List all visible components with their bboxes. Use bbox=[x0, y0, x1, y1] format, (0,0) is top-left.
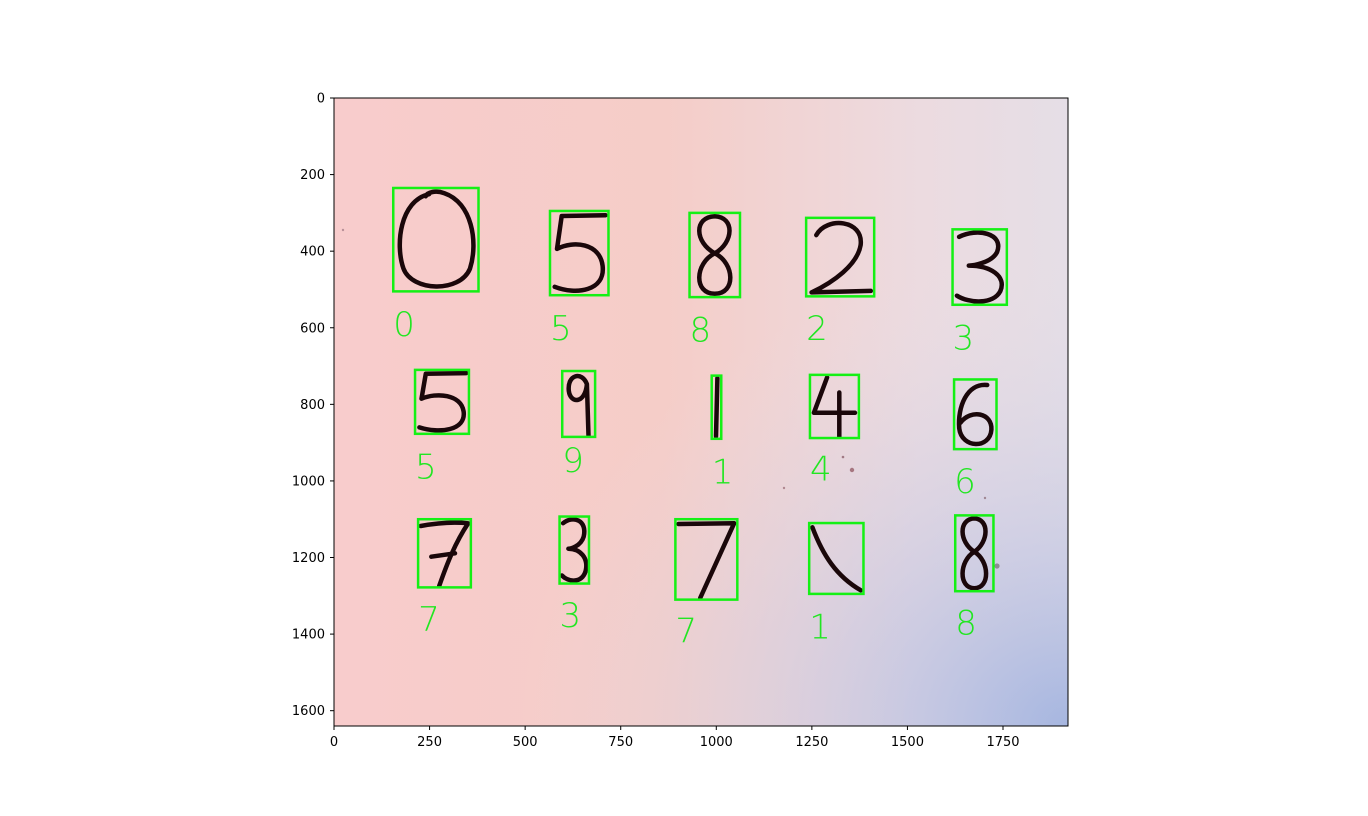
detection-box bbox=[688, 211, 742, 299]
y-tick-label: 200 bbox=[300, 168, 325, 183]
handwritten-digit bbox=[810, 525, 864, 593]
y-tick-label: 1000 bbox=[292, 474, 325, 489]
handwritten-digit bbox=[811, 375, 858, 440]
x-tick-label: 1000 bbox=[700, 735, 733, 750]
handwritten-digit bbox=[559, 517, 589, 583]
detection-box bbox=[808, 373, 861, 440]
x-tick-label: 1500 bbox=[891, 735, 924, 750]
handwritten-digit bbox=[552, 212, 608, 293]
predicted-label: 7 bbox=[675, 611, 697, 651]
axes-frame bbox=[333, 97, 1069, 727]
detection-box bbox=[416, 517, 473, 589]
detection-box bbox=[392, 186, 480, 293]
handwritten-digit bbox=[418, 520, 471, 589]
predicted-label: 2 bbox=[806, 309, 828, 349]
x-tick-label: 500 bbox=[513, 735, 538, 750]
y-tick-label: 800 bbox=[300, 398, 325, 413]
detection-overlay: 0 5 8 2 3 5 9 1 4 6 7 3 7 1 8 bbox=[392, 186, 1009, 651]
handwritten-digit bbox=[697, 213, 733, 297]
y-tick-label: 1600 bbox=[292, 704, 325, 719]
predicted-label: 8 bbox=[955, 604, 977, 644]
handwritten-digit bbox=[960, 516, 989, 591]
predicted-label: 5 bbox=[415, 447, 437, 487]
handwritten-digits bbox=[397, 189, 1004, 601]
detection-box bbox=[413, 368, 471, 436]
predicted-label: 4 bbox=[810, 450, 832, 490]
predicted-label: 3 bbox=[560, 596, 582, 636]
handwritten-digit bbox=[954, 230, 1004, 304]
detection-box bbox=[548, 209, 610, 297]
handwritten-digit bbox=[956, 382, 994, 447]
detection-box bbox=[953, 514, 995, 593]
handwritten-digit bbox=[417, 370, 469, 433]
predicted-label: 7 bbox=[418, 600, 440, 640]
predicted-label: 1 bbox=[712, 452, 734, 492]
y-tick-label: 1400 bbox=[292, 628, 325, 643]
predicted-label: 1 bbox=[809, 607, 831, 647]
detection-box bbox=[560, 369, 597, 439]
detection-box bbox=[710, 374, 723, 441]
predicted-label: 0 bbox=[393, 305, 415, 345]
y-tick-label: 0 bbox=[317, 92, 325, 107]
predicted-label: 5 bbox=[550, 309, 572, 349]
detection-box bbox=[804, 216, 876, 298]
detection-box bbox=[951, 228, 1009, 307]
x-tick-label: 1250 bbox=[795, 735, 828, 750]
handwritten-digit bbox=[809, 220, 874, 295]
detection-box bbox=[807, 521, 865, 596]
handwritten-digit bbox=[676, 520, 737, 601]
predicted-label: 8 bbox=[690, 311, 712, 351]
handwritten-digit bbox=[397, 189, 476, 289]
handwritten-digit bbox=[566, 373, 591, 438]
y-tick-label: 400 bbox=[300, 245, 325, 260]
detection-box bbox=[952, 378, 998, 451]
predicted-label: 9 bbox=[562, 441, 584, 481]
y-tick-label: 1200 bbox=[292, 551, 325, 566]
y-axis: 0 200 400 600 800 1000 1200 1400 1600 bbox=[292, 92, 334, 719]
detection-box bbox=[558, 515, 591, 585]
handwritten-digit bbox=[713, 375, 720, 439]
detection-box bbox=[674, 517, 739, 601]
x-tick-label: 750 bbox=[608, 735, 633, 750]
x-tick-label: 250 bbox=[417, 735, 442, 750]
predicted-label: 6 bbox=[954, 462, 976, 502]
y-tick-label: 600 bbox=[300, 321, 325, 336]
predicted-label: 3 bbox=[953, 318, 975, 358]
x-axis: 0 250 500 750 1000 1250 1500 1750 bbox=[330, 726, 1020, 750]
x-tick-label: 0 bbox=[330, 735, 338, 750]
x-tick-label: 1750 bbox=[986, 735, 1019, 750]
